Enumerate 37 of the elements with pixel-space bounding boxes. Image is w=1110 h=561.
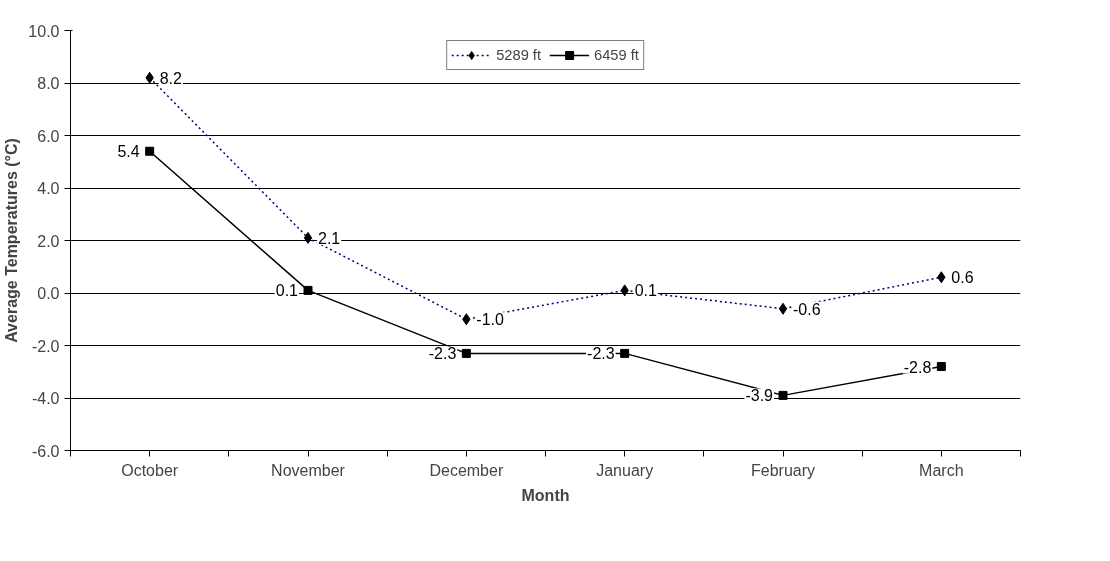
data-label: 0.1	[275, 282, 299, 300]
point	[778, 390, 788, 400]
data-label: -2.3	[587, 345, 615, 363]
legend-label: 5289 ft	[496, 47, 541, 63]
y-tick-label: -6.0	[31, 442, 60, 460]
point	[620, 348, 630, 358]
x-tick-label: January	[596, 461, 654, 479]
y-tick-label: 4.0	[37, 180, 60, 197]
y-tick-label: -4.0	[31, 390, 60, 407]
x-tick-label: March	[919, 461, 964, 479]
point	[145, 146, 155, 156]
data-label: -3.9	[745, 387, 774, 405]
x-axis-title: Month	[521, 486, 570, 504]
y-tick-label: 6.0	[37, 127, 60, 145]
data-label: 8.2	[159, 69, 183, 87]
legend-label: 6459 ft	[594, 47, 639, 63]
point	[936, 362, 946, 371]
point	[461, 348, 471, 358]
y-tick-label: 0.0	[37, 285, 60, 302]
data-label: -2.3	[428, 345, 457, 363]
y-tick-label: 10.0	[28, 22, 60, 40]
x-tick-label: December	[429, 461, 504, 479]
data-label: 0.1	[634, 282, 658, 300]
point	[303, 285, 313, 295]
x-tick-label: November	[271, 461, 346, 479]
y-tick-label: -2.0	[31, 337, 60, 355]
data-label: -2.8	[903, 358, 932, 376]
x-tick-label: February	[750, 461, 816, 479]
y-axis-title: Average Temperatures (°C)	[3, 138, 21, 343]
data-label: 5.4	[117, 143, 140, 161]
x-tick-label: October	[121, 461, 179, 479]
data-label: 0.6	[951, 269, 974, 287]
data-label: -0.6	[793, 300, 821, 318]
data-label: -1.0	[476, 311, 505, 329]
y-tick-label: 2.0	[37, 232, 60, 250]
y-tick-label: 8.0	[37, 75, 60, 92]
data-label: 2.1	[318, 229, 341, 247]
